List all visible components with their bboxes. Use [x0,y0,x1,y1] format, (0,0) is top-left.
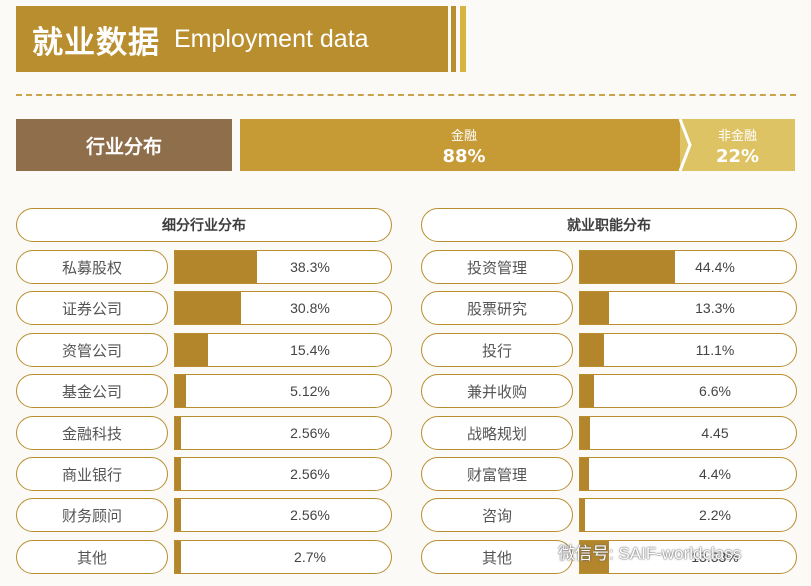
wechat-watermark: 微信号: SAIF-worldclass [528,538,741,564]
bar-value-label: 4.45 [701,424,729,441]
bar-fill [175,251,257,283]
bar-value-label: 4.4% [699,465,731,482]
category-label: 财务顾问 [16,498,168,532]
bar-value-label: 2.56% [290,506,330,523]
bar-track: 13.3% [579,291,797,325]
section-header: 就业数据 Employment data [16,6,448,72]
bar-track: 38.3% [174,250,392,284]
bar-value-label: 15.4% [290,341,330,358]
bar-value-label: 2.7% [294,548,326,565]
non-finance-bar: 非金融 22% [680,119,795,171]
header-title-en: Employment data [174,24,369,53]
finance-bar: 金融 88% [240,119,688,171]
bar-fill [580,251,675,283]
bar-value-label: 44.4% [695,258,735,275]
bar-track: 4.4% [579,457,797,491]
industry-split-label: 行业分布 [16,119,232,171]
chevron-separator-icon [678,119,692,171]
bar-track: 15.4% [174,333,392,367]
category-label: 财富管理 [421,457,573,491]
bar-track: 6.6% [579,374,797,408]
dashed-divider [16,94,796,96]
category-label: 资管公司 [16,333,168,367]
category-label: 其他 [16,540,168,574]
bar-track: 2.56% [174,457,392,491]
bar-fill [580,458,589,490]
bar-value-label: 11.1% [695,341,735,358]
bar-fill [580,499,585,531]
bar-value-label: 2.56% [290,465,330,482]
bar-fill [175,292,241,324]
header-stripe [460,6,466,72]
category-label: 投行 [421,333,573,367]
bar-track: 2.56% [174,498,392,532]
header-title-cn: 就业数据 [32,24,160,61]
watermark-text: 微信号: SAIF-worldclass [558,543,742,563]
category-label: 兼并收购 [421,374,573,408]
bar-fill [175,375,186,407]
bar-value-label: 2.56% [290,424,330,441]
bar-fill [175,334,208,366]
category-label: 金融科技 [16,416,168,450]
finance-value: 88% [442,146,486,167]
bar-track: 44.4% [579,250,797,284]
bar-value-label: 30.8% [290,299,330,316]
bar-fill [580,417,590,449]
bar-fill [175,541,181,573]
header-stripe [451,6,456,72]
category-label: 私募股权 [16,250,168,284]
bar-track: 2.2% [579,498,797,532]
bar-value-label: 38.3% [290,258,330,275]
bar-value-label: 13.33% [691,548,739,565]
finance-label: 金融 [450,129,477,144]
bar-value-label: 5.12% [290,382,330,399]
bar-fill [175,458,181,490]
bar-value-label: 13.3% [695,299,735,316]
category-label: 咨询 [421,498,573,532]
category-label: 投资管理 [421,250,573,284]
bar-value-label: 2.2% [699,506,731,523]
non-finance-value: 22% [715,146,760,167]
bar-fill [580,541,609,573]
bar-fill [580,375,594,407]
category-label: 战略规划 [421,416,573,450]
non-finance-label: 非金融 [717,129,757,144]
bar-fill [580,292,609,324]
bar-track: 13.33% [579,540,797,574]
job-function-title: 就业职能分布 [421,208,797,242]
category-label: 证券公司 [16,291,168,325]
bar-value-label: 6.6% [699,382,731,399]
bar-track: 11.1% [579,333,797,367]
category-label: 股票研究 [421,291,573,325]
bar-fill [175,417,181,449]
category-label: 基金公司 [16,374,168,408]
bar-track: 5.12% [174,374,392,408]
category-label: 商业银行 [16,457,168,491]
wechat-icon [528,541,552,560]
industry-detail-title: 细分行业分布 [16,208,392,242]
bar-fill [175,499,181,531]
bar-track: 30.8% [174,291,392,325]
bar-track: 4.45 [579,416,797,450]
bar-track: 2.56% [174,416,392,450]
bar-fill [580,334,604,366]
bar-track: 2.7% [174,540,392,574]
